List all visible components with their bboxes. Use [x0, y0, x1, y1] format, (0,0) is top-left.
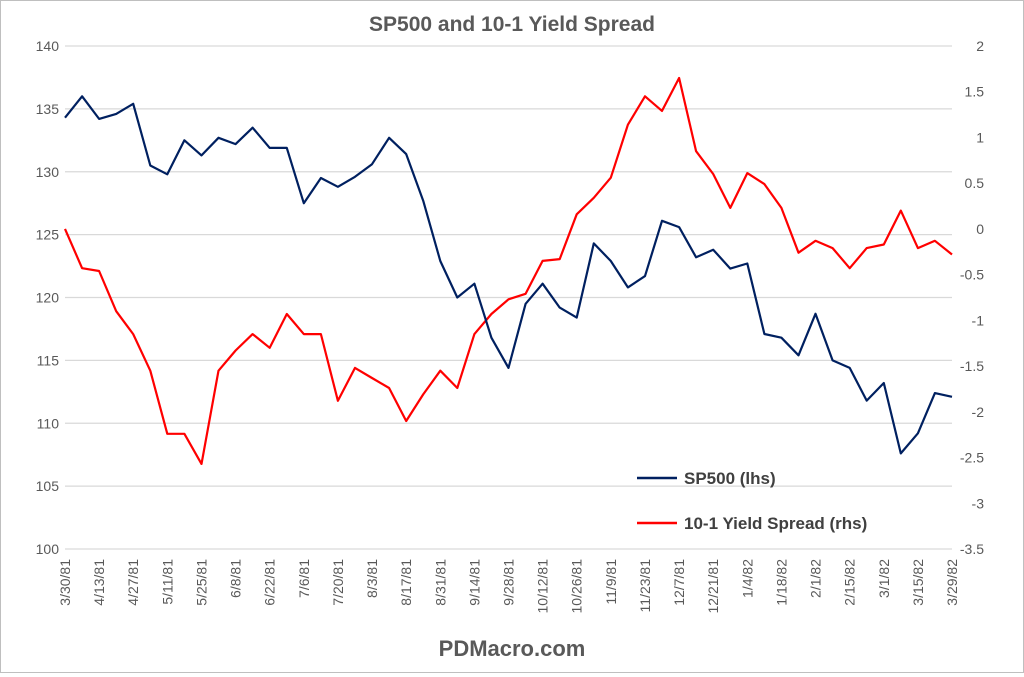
x-tick-label: 11/23/81: [637, 559, 653, 613]
right-tick-label: -0.5: [960, 267, 984, 283]
x-tick-label: 4/27/81: [125, 559, 141, 606]
right-tick-label: -1.5: [960, 358, 984, 374]
right-tick-label: 2: [976, 38, 984, 54]
x-tick-label: 6/8/81: [228, 559, 244, 598]
left-tick-label: 120: [36, 290, 60, 306]
left-tick-label: 105: [36, 478, 60, 494]
x-tick-label: 8/3/81: [364, 559, 380, 598]
right-tick-label: -3: [972, 495, 985, 511]
x-tick-label: 6/22/81: [262, 559, 278, 606]
gridlines: [65, 45, 952, 550]
right-tick-label: 1.5: [965, 84, 985, 100]
x-tick-label: 11/9/81: [603, 559, 619, 605]
sp500-line: [64, 95, 953, 455]
series-lines: [63, 76, 953, 465]
right-tick-label: 1: [976, 129, 984, 145]
legend-label-spread: 10-1 Yield Spread (rhs): [684, 514, 867, 533]
x-tick-label: 3/15/82: [910, 559, 926, 606]
x-tick-label: 10/12/81: [535, 559, 551, 614]
yield-spread-line: [63, 76, 953, 465]
left-tick-label: 135: [36, 101, 60, 117]
footer-source: PDMacro.com: [439, 636, 586, 661]
x-tick-label: 3/30/81: [57, 559, 73, 606]
x-tick-label: 5/25/81: [193, 559, 209, 606]
right-tick-label: 0.5: [965, 175, 985, 191]
x-tick-label: 4/13/81: [91, 559, 107, 606]
x-axis-ticks: 3/30/81 4/13/81 4/27/81 5/11/81 5/25/81 6/8/8…: [57, 559, 960, 614]
right-tick-label: -2.5: [960, 450, 984, 466]
left-tick-label: 100: [36, 541, 60, 557]
x-tick-label: 8/31/81: [432, 559, 448, 606]
x-tick-label: 9/28/81: [501, 559, 517, 606]
x-tick-label: 8/17/81: [398, 559, 414, 606]
right-tick-label: -1: [972, 312, 985, 328]
left-tick-label: 110: [37, 415, 60, 431]
legend: SP500 (lhs) 10-1 Yield Spread (rhs): [637, 469, 867, 533]
left-tick-label: 125: [36, 227, 60, 243]
x-tick-label: 2/1/82: [808, 559, 824, 598]
left-axis-ticks: 100 105 110 115 120 125 130 135 140: [36, 38, 60, 557]
right-axis-ticks: -3.5 -3 -2.5 -2 -1.5 -1 -0.5 0 0.5 1 1.5 2: [960, 38, 984, 557]
x-tick-label: 1/4/82: [739, 559, 755, 598]
x-tick-label: 12/7/81: [671, 559, 687, 606]
x-tick-label: 3/29/82: [944, 559, 960, 606]
right-tick-label: -3.5: [960, 541, 984, 557]
chart-title: SP500 and 10-1 Yield Spread: [369, 13, 655, 36]
right-tick-label: 0: [976, 221, 984, 237]
x-tick-label: 1/18/82: [773, 559, 789, 606]
x-tick-label: 3/1/82: [876, 559, 892, 598]
x-tick-label: 7/20/81: [330, 559, 346, 606]
left-tick-label: 115: [37, 352, 60, 368]
x-tick-label: 10/26/81: [569, 559, 585, 614]
x-tick-label: 2/15/82: [842, 559, 858, 606]
right-tick-label: -2: [972, 404, 985, 420]
left-tick-label: 140: [36, 38, 60, 54]
legend-label-sp500: SP500 (lhs): [684, 469, 776, 488]
x-tick-label: 5/11/81: [159, 559, 175, 605]
left-tick-label: 130: [36, 164, 60, 180]
x-tick-label: 7/6/81: [296, 559, 312, 598]
x-tick-label: 12/21/81: [705, 559, 721, 614]
x-tick-label: 9/14/81: [466, 559, 482, 606]
